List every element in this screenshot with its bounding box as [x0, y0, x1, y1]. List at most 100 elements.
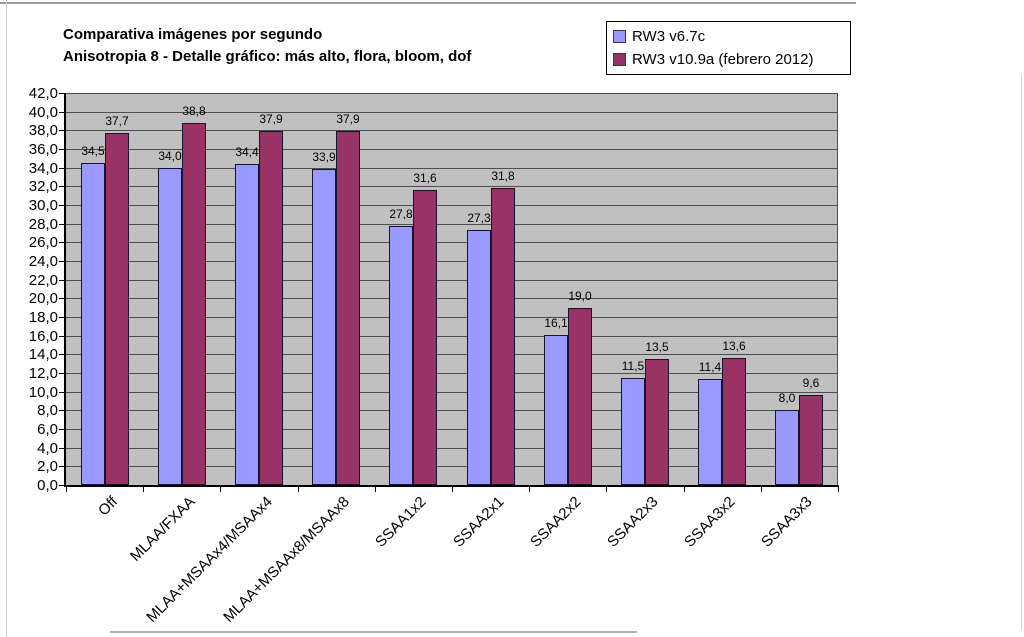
- y-tick-label: 32,0: [28, 178, 58, 195]
- y-tick-label: 16,0: [28, 328, 58, 345]
- x-tick-mark: [298, 487, 299, 492]
- data-label: 9,6: [802, 376, 820, 390]
- gridline: [66, 317, 837, 318]
- data-label: 34,0: [158, 149, 182, 163]
- legend-entry: RW3 v10.9a (febrero 2012): [613, 48, 844, 71]
- y-tick-mark: [59, 149, 64, 150]
- y-tick-mark: [59, 242, 64, 243]
- y-tick-label: 36,0: [28, 141, 58, 158]
- x-tick-mark: [606, 487, 607, 492]
- gridline: [66, 186, 837, 187]
- x-tick-mark: [761, 487, 762, 492]
- y-tick-mark: [59, 373, 64, 374]
- y-tick-mark: [59, 485, 64, 486]
- gridline: [66, 410, 837, 411]
- legend-swatch-icon: [613, 53, 626, 66]
- y-tick-mark: [59, 466, 64, 467]
- y-tick-mark: [59, 205, 64, 206]
- x-tick-label: SSAA1x2: [371, 493, 430, 551]
- gridline: [66, 93, 837, 94]
- bar-series2: [105, 133, 129, 485]
- chart-title-line2: Anisotropia 8 - Detalle gráfico: más alt…: [63, 48, 472, 65]
- gridline: [66, 466, 837, 467]
- data-label: 27,8: [389, 207, 413, 221]
- y-tick-mark: [59, 130, 64, 131]
- data-label: 19,0: [568, 289, 592, 303]
- bar-series2: [722, 358, 746, 485]
- bar-series1: [235, 164, 259, 485]
- x-tick-label: SSAA2x3: [603, 493, 662, 551]
- y-tick-mark: [59, 448, 64, 449]
- y-tick-label: 20,0: [28, 290, 58, 307]
- data-label: 13,6: [722, 339, 746, 353]
- y-tick-mark: [59, 112, 64, 113]
- bar-series1: [544, 335, 568, 485]
- y-tick-label: 30,0: [28, 197, 58, 214]
- bar-series2: [259, 131, 283, 485]
- y-tick-label: 22,0: [28, 272, 58, 289]
- bar-series1: [312, 169, 336, 485]
- legend-swatch-icon: [613, 30, 626, 43]
- page-rule-left: [6, 0, 7, 637]
- data-label: 11,4: [698, 360, 722, 374]
- y-tick-mark: [59, 392, 64, 393]
- data-label: 34,5: [81, 144, 105, 158]
- data-label: 38,8: [182, 104, 206, 118]
- gridline: [66, 168, 837, 169]
- y-tick-mark: [59, 261, 64, 262]
- chart-title-line1: Comparativa imágenes por segundo: [63, 26, 323, 43]
- data-label: 31,8: [491, 169, 515, 183]
- bar-series2: [568, 308, 592, 485]
- page-rule-top: [0, 2, 856, 4]
- data-label: 33,9: [312, 150, 336, 164]
- y-tick-label: 6,0: [37, 421, 58, 438]
- y-tick-mark: [59, 298, 64, 299]
- y-tick-mark: [59, 280, 64, 281]
- y-tick-mark: [59, 93, 64, 94]
- bar-series2: [336, 131, 360, 485]
- data-label: 37,9: [336, 112, 360, 126]
- gridline: [66, 373, 837, 374]
- x-tick-mark: [66, 487, 67, 492]
- y-tick-label: 14,0: [28, 346, 58, 363]
- y-tick-label: 12,0: [28, 365, 58, 382]
- data-label: 37,7: [105, 114, 129, 128]
- data-label: 31,6: [413, 171, 437, 185]
- plot-area: [66, 93, 838, 485]
- gridline: [66, 224, 837, 225]
- x-tick-label: MLAA/FXAA: [126, 493, 199, 565]
- bar-series2: [413, 190, 437, 485]
- data-label: 11,5: [621, 359, 645, 373]
- y-tick-label: 38,0: [28, 122, 58, 139]
- gridline: [66, 280, 837, 281]
- gridline: [66, 261, 837, 262]
- y-tick-label: 2,0: [37, 458, 58, 475]
- gridline: [66, 112, 837, 113]
- x-tick-mark: [452, 487, 453, 492]
- y-axis-line: [64, 93, 66, 487]
- legend: RW3 v6.7c RW3 v10.9a (febrero 2012): [606, 21, 851, 75]
- y-tick-mark: [59, 224, 64, 225]
- x-tick-label: SSAA3x2: [680, 493, 739, 551]
- y-tick-label: 8,0: [37, 402, 58, 419]
- gridline: [66, 149, 837, 150]
- y-tick-label: 26,0: [28, 234, 58, 251]
- gridline: [66, 242, 837, 243]
- bar-series1: [621, 378, 645, 485]
- x-tick-mark: [838, 487, 839, 492]
- y-tick-label: 18,0: [28, 309, 58, 326]
- chart-title: Comparativa imágenes por segundo Anisotr…: [63, 24, 471, 68]
- x-tick-mark: [220, 487, 221, 492]
- gridline: [66, 448, 837, 449]
- y-tick-mark: [59, 317, 64, 318]
- gridline: [66, 205, 837, 206]
- y-tick-label: 0,0: [37, 477, 58, 494]
- y-tick-mark: [59, 429, 64, 430]
- x-tick-label: SSAA3x3: [757, 493, 816, 551]
- page-rule-right: [1021, 75, 1022, 630]
- y-axis-labels: 0,0 2,0 4,0 6,0 8,0 10,0 12,0 14,0 16,0 18,0 20,0 2…: [3, 0, 58, 637]
- page-rule-bottom: [110, 631, 637, 633]
- bar-series1: [467, 230, 491, 485]
- legend-label: RW3 v10.9a (febrero 2012): [632, 51, 814, 68]
